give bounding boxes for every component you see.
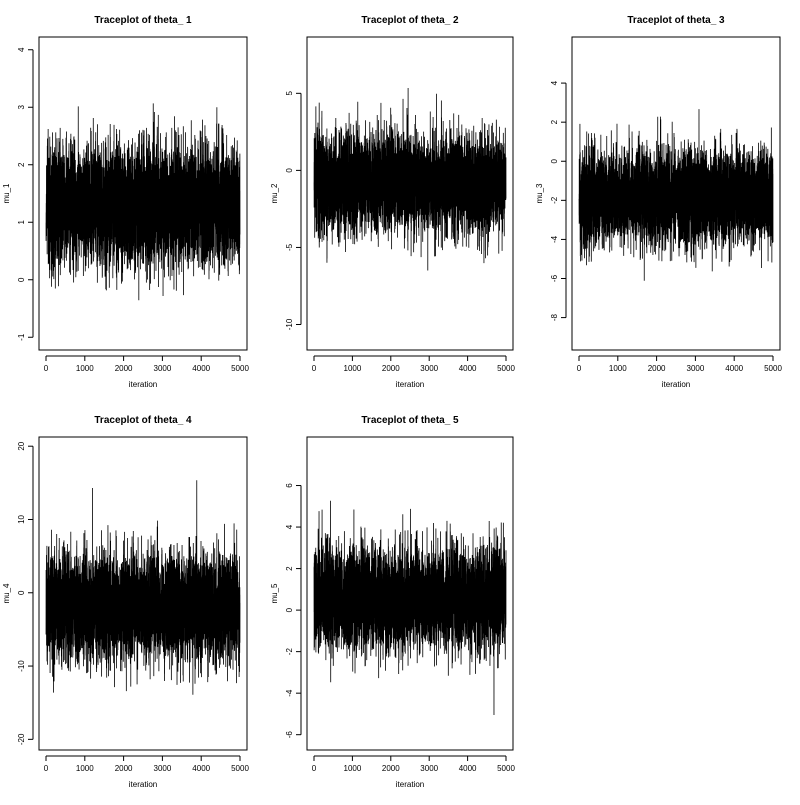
chart-title: Traceplot of theta_ 1	[94, 15, 192, 26]
y-tick-label: -10	[17, 660, 26, 672]
plot-frame	[38, 36, 248, 351]
y-tick-label: 0	[550, 158, 559, 163]
x-tick-label: 5000	[231, 764, 249, 773]
x-tick-label: 2000	[115, 364, 133, 373]
y-tick-label: -10	[285, 318, 294, 330]
x-tick-label: 2000	[382, 764, 400, 773]
x-tick-label: 1000	[76, 764, 94, 773]
y-axis-label: mu_3	[535, 183, 544, 204]
y-tick-label: -2	[550, 196, 559, 204]
y-tick-label: 2	[17, 162, 26, 167]
y-tick-label: -6	[550, 274, 559, 282]
x-tick-label: 3000	[154, 364, 172, 373]
x-tick-label: 5000	[497, 764, 515, 773]
y-tick-label: 4	[17, 47, 26, 52]
y-tick-label: -20	[17, 733, 26, 745]
traceplot-panel-1: Traceplot of theta_ 1 0 1000 2000 3000 4000 50…	[2, 15, 249, 389]
traceplot-panel-4: Traceplot of theta_ 4 0 1000 2000 3000 4000 50…	[2, 415, 249, 789]
x-tick-label: 1000	[344, 764, 362, 773]
x-axis-label: iteration	[662, 380, 690, 389]
y-tick-label: 2	[285, 566, 294, 571]
y-tick-label: -6	[285, 731, 294, 739]
y-tick-label: 2	[550, 119, 559, 124]
x-tick-label: 4000	[459, 764, 477, 773]
x-tick-label: 4000	[192, 764, 210, 773]
y-axis-label: mu_5	[270, 583, 279, 604]
trace-line	[45, 480, 241, 695]
chart-title: Traceplot of theta_ 5	[361, 415, 459, 426]
chart-title: Traceplot of theta_ 2	[361, 15, 459, 26]
trace-line	[578, 109, 774, 281]
x-tick-label: 1000	[76, 364, 94, 373]
y-tick-label: -8	[550, 313, 559, 321]
traceplot-panel-3: Traceplot of theta_ 3 0 1000 2000 3000 4000 50…	[535, 15, 782, 389]
traceplot-panel-5: Traceplot of theta_ 5 0 1000 2000 3000 4000 50…	[270, 415, 515, 789]
x-tick-label: 4000	[192, 364, 210, 373]
x-axis-label: iteration	[396, 380, 424, 389]
y-tick-label: 0	[285, 607, 294, 612]
y-tick-label: 4	[285, 524, 294, 529]
x-tick-label: 1000	[609, 364, 627, 373]
y-tick-label: 10	[17, 514, 26, 523]
x-tick-label: 0	[312, 364, 317, 373]
trace-line	[45, 103, 241, 301]
y-tick-label: 5	[285, 91, 294, 96]
y-tick-label: -4	[285, 689, 294, 697]
y-tick-label: 1	[17, 219, 26, 224]
x-tick-label: 0	[577, 364, 582, 373]
plot-frame	[306, 436, 514, 751]
x-tick-label: 2000	[115, 764, 133, 773]
y-tick-label: 4	[550, 80, 559, 85]
y-tick-label: 0	[17, 590, 26, 595]
chart-title: Traceplot of theta_ 4	[94, 415, 192, 426]
trace-line	[313, 500, 507, 716]
y-axis-label: mu_4	[2, 583, 11, 604]
trace-line	[313, 87, 507, 271]
x-tick-label: 3000	[420, 764, 438, 773]
x-tick-label: 2000	[382, 364, 400, 373]
y-tick-label: -1	[17, 333, 26, 341]
traceplot-panel-2: Traceplot of theta_ 20 1000 2000 3000 4000 50…	[270, 15, 515, 389]
y-tick-label: -5	[285, 243, 294, 251]
x-tick-label: 3000	[687, 364, 705, 373]
plot-frame	[38, 436, 248, 751]
x-axis-label: iteration	[129, 780, 157, 789]
y-tick-label: 3	[17, 104, 26, 109]
x-axis-label: iteration	[396, 780, 424, 789]
x-tick-label: 4000	[725, 364, 743, 373]
x-tick-label: 4000	[459, 364, 477, 373]
chart-title: Traceplot of theta_ 3	[627, 15, 725, 26]
y-tick-label: 0	[285, 168, 294, 173]
x-tick-label: 5000	[764, 364, 782, 373]
y-tick-label: -2	[285, 648, 294, 656]
x-tick-label: 5000	[497, 364, 515, 373]
x-tick-label: 5000	[231, 364, 249, 373]
x-tick-label: 3000	[154, 764, 172, 773]
y-tick-label: -4	[550, 235, 559, 243]
x-tick-label: 2000	[648, 364, 666, 373]
y-axis-label: mu_2	[270, 183, 279, 204]
plot-frame	[571, 36, 781, 351]
y-tick-label: 0	[17, 277, 26, 282]
x-axis-label: iteration	[129, 380, 157, 389]
y-tick-label: 20	[17, 441, 26, 450]
x-tick-label: 0	[312, 764, 317, 773]
x-tick-label: 1000	[344, 364, 362, 373]
x-tick-label: 0	[44, 364, 49, 373]
plot-frame	[306, 36, 514, 351]
y-axis-label: mu_1	[2, 183, 11, 204]
y-tick-label: 6	[285, 483, 294, 488]
x-tick-label: 0	[44, 764, 49, 773]
x-tick-label: 3000	[420, 364, 438, 373]
